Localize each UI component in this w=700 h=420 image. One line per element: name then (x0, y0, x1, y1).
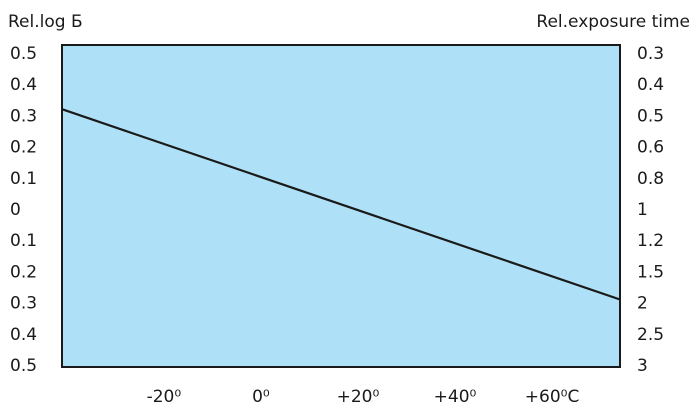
left-tick-label: 0.2 (10, 138, 37, 158)
right-tick-label: 2 (637, 294, 648, 314)
right-tick-label: 1.5 (637, 262, 664, 282)
right-tick-label: 0.6 (637, 138, 664, 158)
x-tick-label: 0⁰ (252, 387, 270, 407)
right-tick-label: 0.5 (637, 106, 664, 126)
right-tick-label: 0.8 (637, 169, 664, 189)
series-layer (61, 108, 621, 301)
left-tick-label: 0.4 (10, 75, 37, 95)
plot-area (61, 44, 621, 368)
right-tick-label: 1 (637, 200, 648, 220)
x-axis-ticks: -20⁰ 0⁰ +20⁰ +40⁰ +60⁰C (147, 387, 580, 407)
left-tick-label: 0.5 (10, 356, 37, 376)
right-tick-label: 3 (637, 356, 648, 376)
left-tick-label: 0.4 (10, 325, 37, 345)
x-tick-label: +20⁰ (337, 387, 380, 407)
right-tick-label: 0.4 (637, 75, 664, 95)
x-tick-label: +60⁰C (525, 387, 580, 407)
left-tick-label: 0.1 (10, 231, 37, 251)
right-tick-label: 2.5 (637, 325, 664, 345)
left-tick-label: 0.2 (10, 262, 37, 282)
right-axis-ticks: 0.3 0.4 0.5 0.6 0.8 1 1.2 1.5 2 2.5 3 (637, 44, 664, 376)
left-axis-title: Rel.log Б (8, 12, 83, 32)
left-axis-ticks: 0.5 0.4 0.3 0.2 0.1 0 0.1 0.2 0.3 0.4 0.5 (10, 44, 37, 376)
left-tick-label: 0.3 (10, 294, 37, 314)
right-axis-title: Rel.exposure time (536, 12, 690, 32)
right-tick-label: 0.3 (637, 44, 664, 64)
x-tick-label: +40⁰ (434, 387, 477, 407)
left-tick-label: 0.5 (10, 44, 37, 64)
right-tick-label: 1.2 (637, 231, 664, 251)
x-tick-label: -20⁰ (147, 387, 182, 407)
series-line (61, 108, 621, 301)
left-tick-label: 0 (10, 200, 21, 220)
left-tick-label: 0.3 (10, 106, 37, 126)
left-tick-label: 0.1 (10, 169, 37, 189)
